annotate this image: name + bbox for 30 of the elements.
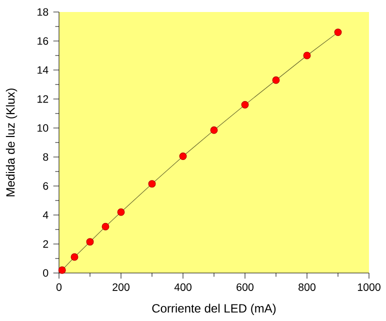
x-axis-title: Corriente del LED (mA) [152,304,276,315]
point [86,238,94,246]
point [179,152,187,160]
y-tick-label: 8 [43,153,48,161]
y-tick-label: 12 [38,95,48,103]
y-tick-label: 16 [38,37,48,45]
point [58,266,66,274]
y-tick-label: 10 [38,124,48,132]
y-tick-label: 18 [38,8,48,16]
point [303,52,311,60]
x-tick-label: 200 [112,283,130,291]
x-tick-label: 400 [174,283,192,291]
point [117,208,125,216]
point [70,253,78,261]
x-tick-label: 0 [56,283,62,291]
y-tick-label: 0 [43,269,48,277]
x-tick-label: 600 [236,283,254,291]
point [241,101,249,109]
x-tick-label: 1000 [358,283,380,291]
y-tick-label: 6 [43,182,48,190]
y-axis-title: Medida de luz (Klux) [6,88,18,196]
y-tick-label: 2 [43,240,48,248]
x-tick-label: 800 [298,283,316,291]
y-tick-label: 4 [42,211,48,219]
point [148,180,156,188]
y-tick-label: 14 [38,66,48,74]
point [210,126,218,134]
point [334,28,342,36]
point [102,222,110,230]
point [272,76,280,84]
